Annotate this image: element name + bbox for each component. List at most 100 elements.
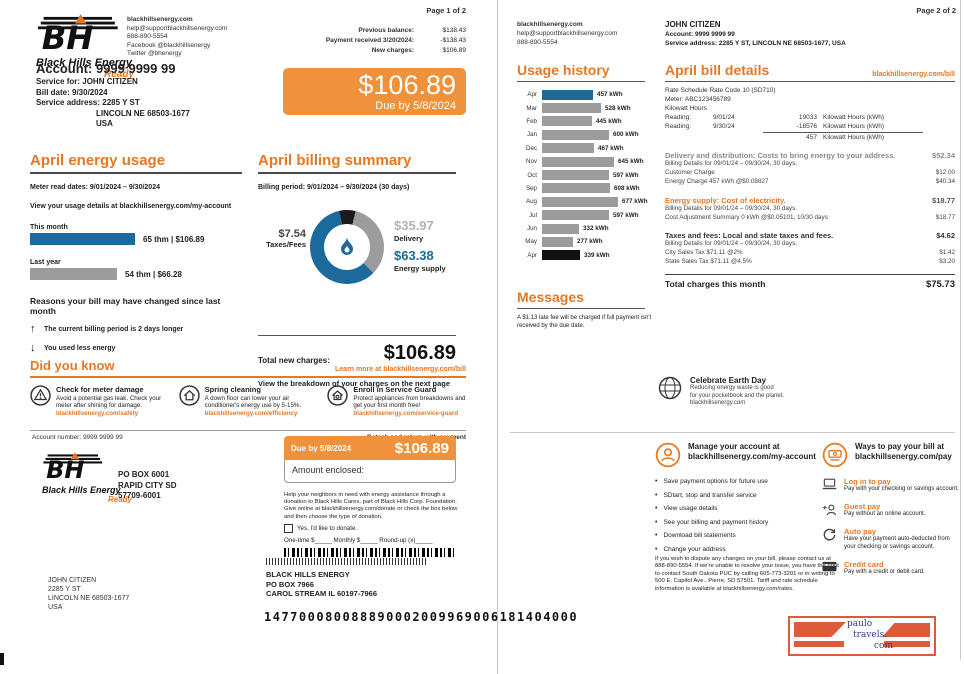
amount-enclosed-field[interactable]: Amount enclosed:: [284, 460, 456, 483]
brand-tagline: Ready: [103, 69, 134, 80]
tip-link[interactable]: blackhillsenergy.com/service-guard: [353, 409, 459, 417]
donut-hole: [324, 224, 370, 270]
usage-history-bar: [542, 236, 573, 247]
usage-history-section: Usage history Apr 457 kWh Mar 528 kWh Feb 4…: [517, 62, 662, 262]
remit-line: BLACK HILLS ENERGY: [266, 570, 350, 579]
customer-account: Account: 9999 9999 99: [665, 30, 735, 38]
usage-history-bar: [542, 143, 594, 154]
last-year-row: 54 thm | $66.28: [30, 268, 242, 280]
pay-method-desc: Pay with a credit or debit card.: [844, 568, 925, 575]
usage-details-link[interactable]: View your usage details at blackhillsene…: [30, 203, 232, 210]
website-link[interactable]: blackhillsenergy.com: [127, 16, 193, 23]
due-date: Due by 5/8/2024: [375, 100, 456, 112]
customer-mailing-address: JOHN CITIZEN 2285 Y ST LINCOLN NE 68503-…: [48, 576, 129, 612]
usage-month-label: Nov: [525, 158, 537, 166]
footer-divider: [510, 432, 955, 433]
charge-line-label: State Sales Tax $71.11 @4.5%: [665, 257, 752, 265]
usage-month-label: Aug: [525, 198, 537, 206]
earth-day-line: Reducing energy waste is good: [690, 385, 774, 391]
donate-option-row: Yes, I'd like to donate.: [284, 524, 357, 533]
usage-history-bar: [542, 250, 580, 261]
charge-line-amount: $12.00: [935, 169, 955, 177]
pay-link[interactable]: blackhillsenergy.com/pay: [855, 452, 952, 461]
manage-item: • View usage details: [655, 505, 718, 512]
charge-line-amount: $3.20: [939, 257, 955, 265]
charge-section-title: Delivery and distribution: Costs to brin…: [665, 151, 896, 161]
customer-service-address: Service address: 2285 Y ST, LINCOLN NE 6…: [665, 40, 846, 47]
svg-text:BH: BH: [42, 19, 94, 54]
usage-history-row: Jun 332 kWh: [517, 222, 662, 235]
page-divider: [497, 0, 498, 674]
usage-history-bar: [542, 156, 614, 167]
tip-link[interactable]: blackhillsenergy.com/safety: [56, 409, 139, 417]
section-title: April billing summary: [258, 152, 456, 174]
charge-line-amount: $1.42: [939, 249, 955, 257]
donation-text: Help your neighbors in need with energy …: [284, 492, 458, 520]
account-block: Account: 9999 9999 99 Service for: JOHN …: [36, 60, 190, 130]
bill-details-link[interactable]: blackhillsenergy.com/bill: [872, 71, 955, 78]
ways-to-pay-section: Ways to pay your bill at blackhillsenerg…: [822, 442, 960, 576]
page2-number: Page 2 of 2: [916, 6, 956, 15]
credit-card-icon: [822, 561, 837, 571]
pay-method-guest[interactable]: Guest pay Pay without an online account.: [822, 502, 960, 518]
pay-method-desc: Have your payment auto-deducted from you…: [844, 536, 950, 550]
usage-value-label: 528 kWh: [605, 104, 631, 112]
meter-reading-row: Reading: 9/30/24 -18576 Kilowatt Hours (…: [665, 122, 955, 131]
total-new-charges-row: Total new charges: $106.89: [258, 342, 456, 365]
pay-method-credit-card[interactable]: Credit card Pay with a credit or debit c…: [822, 560, 960, 576]
pay-method-title: Auto pay: [844, 527, 877, 537]
stub-due-date: Due by 5/8/2024: [291, 443, 352, 453]
usage-history-row: Jul 597 kWh: [517, 209, 662, 222]
facebook-handle: Facebook @blackhillsenergy: [127, 41, 211, 49]
usage-value-label: 608 kWh: [614, 184, 640, 192]
manage-account-section: Manage your account at blackhillsenergy.…: [655, 442, 817, 559]
summary-divider: [258, 335, 456, 336]
earth-day-link[interactable]: blackhillsenergy.com: [690, 400, 746, 407]
travel-logo-line: travels.: [853, 630, 888, 640]
usage-value-label: 597 kWh: [613, 211, 639, 219]
message-text: A $1.13 late fee will be charged if full…: [517, 315, 652, 329]
email-link[interactable]: help@supportblackhillsenergy.com: [517, 30, 618, 37]
tip-link[interactable]: blackhillsenergy.com/efficiency: [204, 409, 298, 417]
charge-line-label: Customer Charge: [665, 169, 715, 177]
earth-icon: [658, 376, 682, 400]
reason-row: ↓ You used less energy: [30, 342, 242, 354]
remit-line: CAROL STREAM IL 60197-7966: [266, 589, 378, 598]
tip-body: A down floor can lower your air conditio…: [204, 395, 302, 410]
donate-amount-options[interactable]: One-time $_____ Monthly $_____ Round-up …: [284, 537, 433, 544]
charge-line-label: Cost Adjustment Summary 0 kWh @$0.05101,…: [665, 213, 828, 221]
email-link[interactable]: help@supportblackhillsenergy.com: [127, 24, 228, 32]
balance-value: $106.89: [442, 47, 467, 54]
reading-date: 9/30/24: [713, 123, 735, 131]
reason-text: The current billing period is 2 days lon…: [44, 325, 184, 333]
last-year-value: 54 thm | $66.28: [125, 269, 182, 279]
usage-value-label: 332 kWh: [583, 225, 609, 233]
person-icon: [655, 442, 681, 468]
charge-section-title: Energy supply: Cost of electricity.: [665, 195, 786, 205]
po-line: 57709-6001: [118, 491, 161, 500]
reading-unit: Kilowatt Hours (kWh): [823, 114, 885, 122]
usage-history-bar: [542, 223, 579, 234]
total-charges-amount: $75.73: [925, 278, 955, 290]
taxes-fees-label: Taxes/Fees: [266, 240, 306, 249]
stub-account-number: Account number: 9999 9999 99: [32, 434, 123, 441]
usage-value-label: 457 kWh: [597, 91, 623, 99]
manage-item-text: Change your address: [663, 545, 726, 553]
website-link[interactable]: blackhillsenergy.com: [517, 21, 583, 28]
learn-more-link[interactable]: Learn more at blackhillsenergy.com/bill: [335, 366, 466, 373]
donate-checkbox[interactable]: [284, 524, 293, 533]
pay-method-login[interactable]: Log in to pay Pay with your checking or …: [822, 477, 960, 493]
delivery-energy-label-group: $35.97 Delivery $63.38 Energy supply: [394, 218, 446, 273]
laptop-icon: [822, 478, 837, 490]
charge-line-label: Billing Details for 09/01/24 – 09/30/24,…: [665, 160, 797, 168]
section-title: April energy usage: [30, 152, 242, 174]
pay-method-desc: Pay without an online account.: [844, 511, 926, 518]
usage-history-row: Mar 528 kWh: [517, 101, 662, 114]
manage-account-link[interactable]: blackhillsenergy.com/my-account: [688, 452, 816, 461]
section-title: Messages: [517, 289, 584, 305]
usage-month-label: Apr: [527, 251, 537, 259]
pay-method-autopay[interactable]: Auto pay Have your payment auto-deducted…: [822, 527, 960, 550]
this-month-value: 65 thm | $106.89: [143, 234, 205, 244]
energy-usage-bar: [30, 268, 117, 280]
reading-value: -18576: [796, 123, 817, 131]
